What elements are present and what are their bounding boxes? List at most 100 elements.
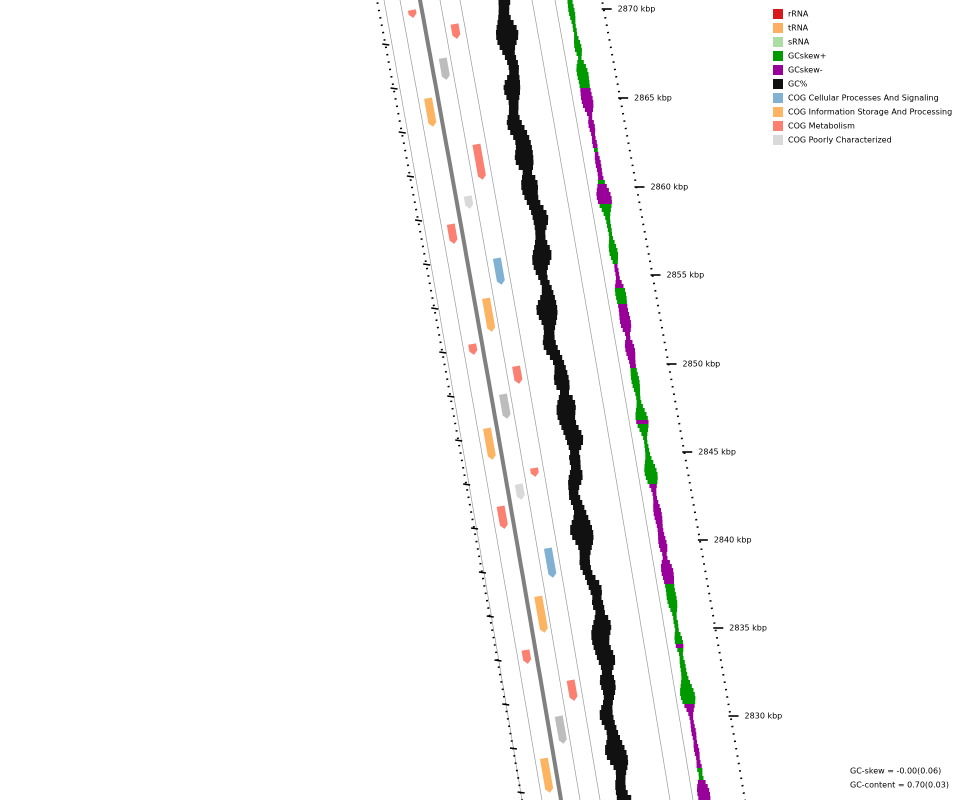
legend-label: rRNA: [788, 10, 809, 19]
gc-skew-negative: [696, 756, 700, 760]
gene: [566, 679, 578, 701]
gc-skew-negative: [694, 752, 700, 756]
gene: [492, 257, 505, 285]
gene: [446, 223, 458, 244]
gene: [499, 393, 511, 419]
gc-skew-positive: [608, 240, 615, 244]
gc-skew-positive: [674, 640, 683, 644]
gc-skew-negative: [662, 552, 667, 556]
inner-tick: [398, 131, 406, 134]
legend-label: tRNA: [788, 24, 809, 33]
gc-skew-negative: [621, 324, 632, 328]
legend-label: GCskew+: [788, 52, 826, 61]
inner-tick: [478, 571, 487, 574]
gc-skew-positive: [635, 416, 648, 420]
gc-skew-negative: [661, 568, 674, 572]
gc-skew-negative: [594, 152, 599, 156]
gc-skew-positive: [645, 460, 654, 464]
tick-label: 2850 kbp: [683, 360, 721, 369]
gc-skew-negative: [653, 496, 657, 500]
gc-content-stat: GC-content = 0.70(0.03): [850, 781, 949, 790]
gc-skew-negative: [595, 164, 602, 168]
gc-skew-negative: [658, 532, 665, 536]
gc-skew-negative: [661, 560, 670, 564]
gc-skew-negative: [596, 188, 609, 192]
gene: [539, 757, 554, 793]
gc-skew-positive: [670, 608, 678, 612]
gc-skew-positive: [677, 648, 684, 652]
gc-skew-positive: [633, 388, 640, 392]
gc-skew-positive: [645, 452, 651, 456]
gc-skew-positive: [609, 236, 613, 240]
gc-skew-negative: [622, 328, 631, 332]
gc-skew-positive: [617, 300, 627, 304]
gc-skew-positive: [681, 680, 690, 684]
gc-skew-negative: [630, 364, 636, 368]
legend-label: GCskew-: [788, 66, 823, 75]
gc-skew-negative: [649, 484, 657, 488]
gc-skew-positive: [567, 0, 573, 4]
gc-skew-positive: [673, 616, 677, 620]
gc-skew-negative: [596, 196, 612, 200]
legend-swatch: [773, 37, 783, 47]
gc-skew-negative: [615, 284, 624, 288]
gc-skew-positive: [667, 600, 678, 604]
gc-skew-negative: [588, 120, 594, 124]
gc-skew-negative: [697, 788, 710, 792]
gc-skew-negative: [688, 712, 694, 716]
gc-skew-positive: [674, 636, 682, 640]
gc-skew-positive: [574, 32, 578, 36]
gc-skew-negative: [690, 720, 694, 724]
gc-skew-negative: [653, 500, 659, 504]
inner-tick: [447, 395, 455, 398]
gc-skew-positive: [610, 256, 618, 260]
inner-tick: [423, 263, 431, 266]
inner-tick: [439, 351, 447, 354]
gc-skew-negative: [686, 708, 694, 712]
gc-skew-positive: [636, 400, 642, 404]
gc-skew-positive: [643, 436, 647, 440]
gc-skew-positive: [576, 64, 586, 68]
tracks: [375, 0, 747, 800]
gc-skew-positive: [666, 596, 677, 600]
gc-skew-negative: [595, 160, 601, 164]
gc-skew-negative: [653, 508, 661, 512]
gc-skew-positive: [574, 36, 579, 40]
gc-skew-positive: [681, 676, 689, 680]
gc-skew-positive: [680, 692, 695, 696]
gc-skew-positive: [644, 440, 648, 444]
gc-skew-positive: [697, 768, 703, 772]
gene: [530, 467, 539, 477]
track-line: [399, 0, 543, 800]
legend-label: sRNA: [788, 38, 810, 47]
gc-skew-negative: [691, 732, 697, 736]
inner-tick: [390, 87, 398, 90]
gc-content: [496, 0, 635, 800]
gene: [554, 715, 567, 744]
gc-skew-negative: [654, 516, 663, 520]
inner-tick: [494, 659, 502, 662]
gc-skew-positive: [572, 24, 576, 28]
legend-label: COG Metabolism: [788, 122, 855, 131]
gc-skew-positive: [645, 448, 650, 452]
gc-skew-negative: [594, 156, 600, 160]
gene: [521, 649, 532, 664]
gene: [514, 483, 525, 500]
gene: [472, 143, 486, 180]
tick-label: 2860 kbp: [651, 183, 689, 192]
gc-skew-negative: [698, 796, 711, 800]
gc-skew-positive: [644, 468, 657, 472]
gc-skew-negative: [615, 280, 622, 284]
gc-skew-negative: [653, 504, 660, 508]
track-line: [383, 0, 523, 800]
gc-skew-negative: [596, 192, 611, 196]
gene: [534, 595, 548, 633]
legend-swatch: [773, 121, 783, 131]
gc-skew-negative: [694, 748, 700, 752]
gc-skew-positive: [630, 372, 638, 376]
gc-skew-positive: [674, 632, 681, 636]
gc-skew-positive: [645, 456, 652, 460]
gc-skew-negative: [597, 172, 603, 176]
gc-skew-positive: [679, 656, 684, 660]
outer-dots: [600, 0, 747, 800]
